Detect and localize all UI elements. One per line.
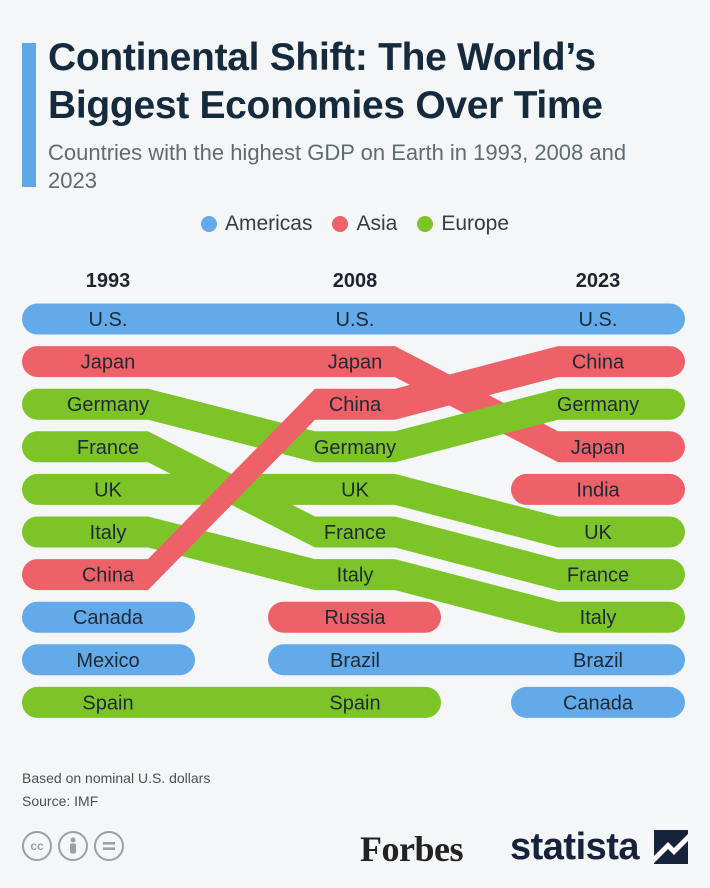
series-india: India [510, 473, 685, 505]
band-india [510, 473, 685, 505]
legend-label-asia: Asia [356, 212, 398, 235]
label-canada-2023: Canada [563, 692, 634, 714]
statista-mark-icon [654, 830, 688, 864]
band-canada [510, 686, 685, 718]
label-spain-1993: Spain [82, 692, 133, 714]
page-title: Continental Shift: The World’s Biggest E… [48, 36, 603, 127]
label-japan-1993: Japan [81, 352, 136, 374]
label-us-1993: U.S. [89, 309, 128, 331]
legend-dot-asia [332, 216, 349, 232]
label-china-2023: China [572, 352, 625, 374]
year-label-2008: 2008 [333, 270, 378, 292]
band-france [21, 431, 685, 591]
legend-label-americas: Americas [224, 212, 313, 235]
year-label-1993: 1993 [86, 270, 131, 292]
series-canada: Canada Canada [21, 601, 685, 718]
label-germany-2023: Germany [557, 394, 639, 416]
legend-item-asia: Asia [332, 212, 397, 236]
label-uk-2023: UK [584, 522, 612, 544]
label-mexico-1993: Mexico [76, 650, 139, 672]
series-mexico: Mexico [21, 644, 195, 676]
label-france-1993: France [77, 437, 139, 459]
label-brazil-2023: Brazil [573, 650, 623, 672]
series-germany: Germany Germany Germany [21, 388, 685, 463]
series-us: U.S. U.S. U.S. [21, 303, 685, 335]
label-russia-2008: Russia [324, 607, 386, 629]
cc-icon[interactable]: cc [22, 831, 52, 861]
band-spain [21, 686, 441, 718]
label-italy-2008: Italy [337, 565, 374, 587]
label-china-2008: China [329, 394, 382, 416]
label-spain-2008: Spain [329, 692, 380, 714]
label-uk-1993: UK [94, 479, 122, 501]
series-spain: Spain Spain [21, 686, 441, 718]
legend-label-europe: Europe [441, 212, 510, 235]
statista-logo[interactable]: statista [510, 826, 640, 868]
label-japan-2008: Japan [328, 352, 383, 374]
label-germany-1993: Germany [67, 394, 149, 416]
label-japan-2023: Japan [571, 437, 626, 459]
legend-item-americas: Americas [200, 212, 313, 236]
series-uk: UK UK UK [21, 473, 685, 548]
legend-item-europe: Europe [417, 212, 509, 236]
license-icons: cc [22, 831, 124, 861]
label-germany-2008: Germany [314, 437, 396, 459]
band-china [21, 346, 685, 591]
band-canada [21, 601, 195, 633]
label-canada-1993: Canada [73, 607, 144, 629]
band-us [21, 303, 685, 335]
label-china-1993: China [82, 565, 135, 587]
label-france-2008: France [324, 522, 386, 544]
label-france-2023: France [567, 565, 629, 587]
series-brazil: Brazil Brazil [267, 644, 685, 676]
source-note: Source: IMF [22, 793, 99, 809]
label-us-2023: U.S. [579, 309, 618, 331]
series-japan: Japan Japan Japan [21, 346, 685, 463]
legend-dot-europe [417, 216, 434, 232]
series-china: China China China [21, 346, 685, 591]
band-brazil [267, 644, 685, 676]
attribution-icon[interactable] [58, 831, 88, 861]
label-uk-2008: UK [341, 479, 369, 501]
band-russia [267, 601, 441, 633]
label-india-2023: India [576, 479, 620, 501]
label-italy-2023: Italy [580, 607, 617, 629]
band-uk [21, 473, 685, 548]
label-us-2008: U.S. [336, 309, 375, 331]
series-russia: Russia [267, 601, 441, 633]
no-derivatives-icon[interactable] [94, 831, 124, 861]
legend-dot-americas [200, 216, 217, 232]
forbes-logo[interactable]: Forbes [360, 829, 463, 869]
label-brazil-2008: Brazil [330, 650, 380, 672]
page-subtitle: Countries with the highest GDP on Earth … [48, 140, 627, 193]
title-accent-bar [22, 43, 36, 187]
footnote: Based on nominal U.S. dollars [22, 770, 211, 786]
legend: Americas Asia Europe [0, 212, 710, 236]
band-mexico [21, 644, 195, 676]
label-italy-1993: Italy [90, 522, 127, 544]
series-france: France France France [21, 431, 685, 591]
band-germany [21, 388, 685, 463]
year-label-2023: 2023 [576, 270, 621, 292]
band-japan [21, 346, 685, 463]
